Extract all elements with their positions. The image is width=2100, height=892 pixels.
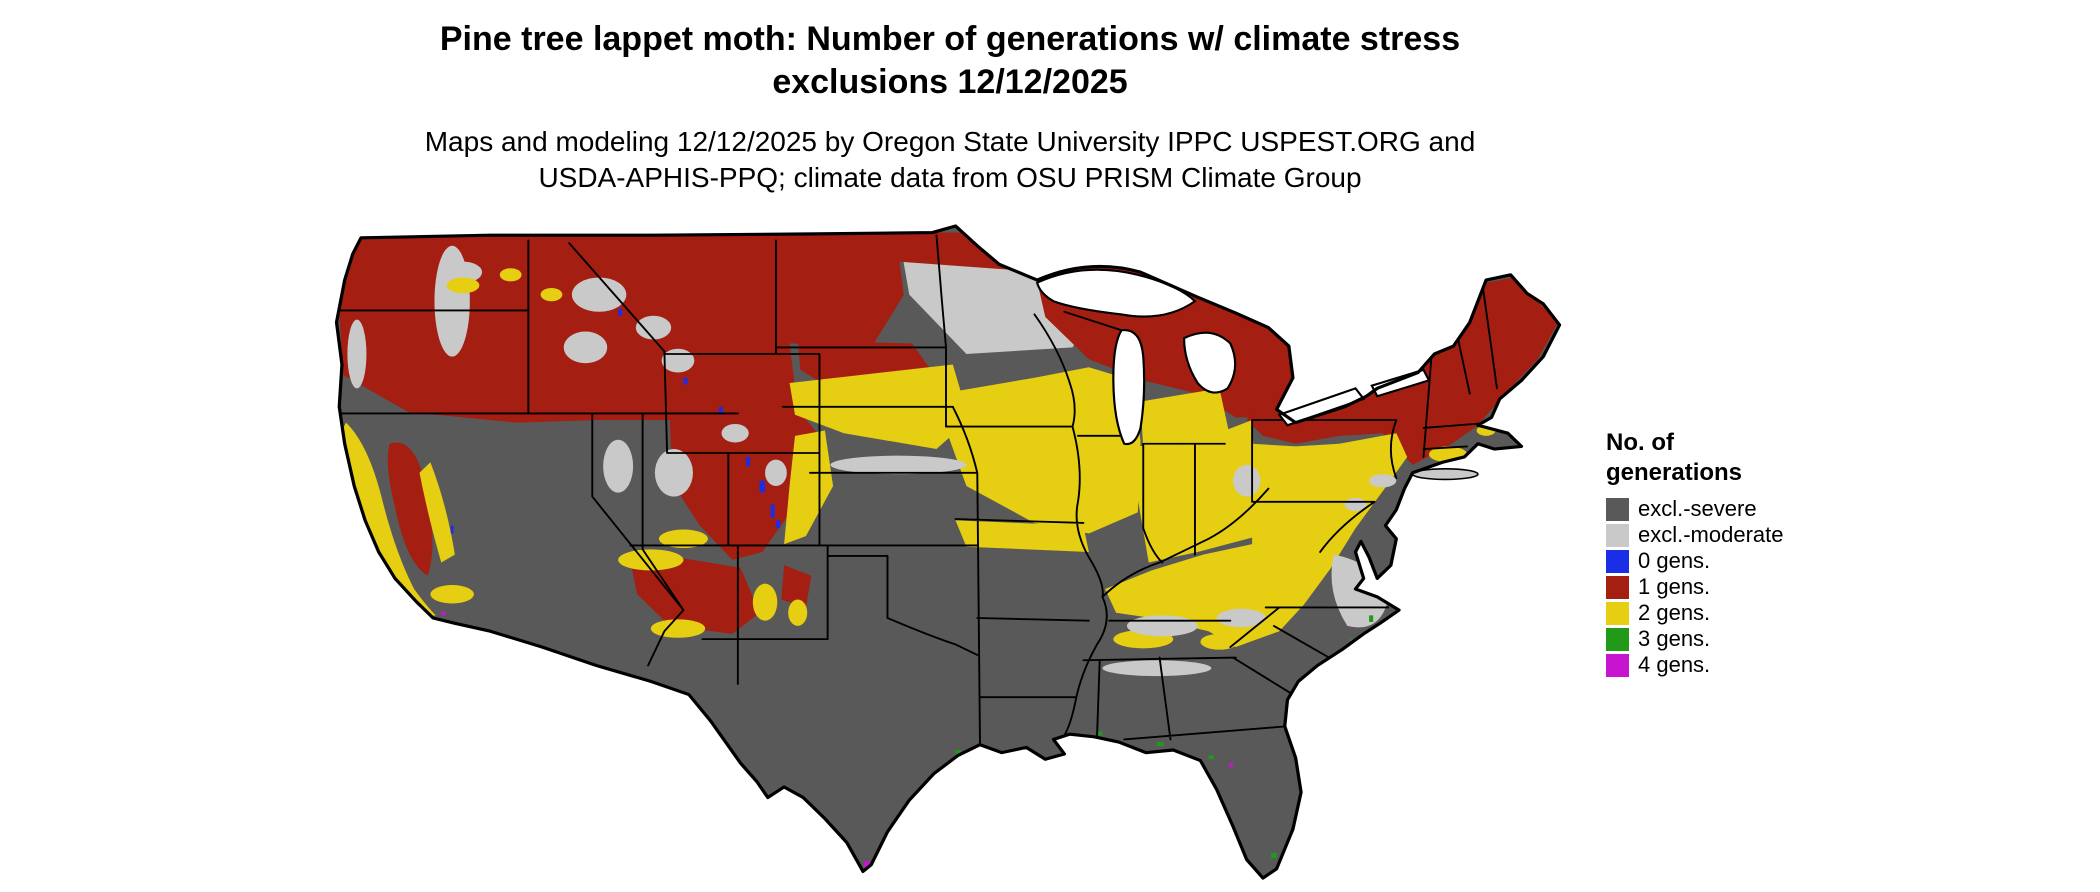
legend-row-0-gens: 0 gens.	[1606, 548, 1906, 574]
swatch-4-gens	[1606, 653, 1629, 677]
swatch-2-gens	[1606, 601, 1629, 625]
lake-superior	[1035, 268, 1197, 318]
lake-huron	[1182, 331, 1237, 394]
legend-label: 4 gens.	[1638, 652, 1711, 677]
swatch-0-gens	[1606, 549, 1629, 573]
legend-title: No. of generations	[1606, 428, 1906, 488]
page-subtitle-line1: Maps and modeling 12/12/2025 by Oregon S…	[424, 126, 1476, 157]
legend-title-line1: No. of	[1606, 429, 1674, 456]
legend-row-1-gens: 1 gens.	[1606, 574, 1906, 600]
great-lakes	[1035, 268, 1431, 446]
legend-label: 0 gens.	[1638, 548, 1711, 573]
legend-row-excl-severe: excl.-severe	[1606, 496, 1906, 522]
legend-label: excl.-severe	[1638, 496, 1757, 521]
us-choropleth-map	[327, 222, 1565, 882]
legend-row-2-gens: 2 gens.	[1606, 600, 1906, 626]
swatch-1-gens	[1606, 575, 1629, 599]
page-title: Pine tree lappet moth: Number of generat…	[0, 18, 1900, 104]
swatch-excl-severe	[1606, 497, 1629, 521]
legend-title-line2: generations	[1606, 459, 1743, 486]
legend-label: 1 gens.	[1638, 574, 1711, 599]
page-subtitle: Maps and modeling 12/12/2025 by Oregon S…	[0, 124, 1900, 196]
legend-label: excl.-moderate	[1638, 522, 1784, 547]
page-title-line1: Pine tree lappet moth: Number of generat…	[439, 20, 1461, 58]
layer-2-gens	[340, 268, 1496, 650]
us-map-svg	[334, 224, 1562, 880]
us-outline	[334, 224, 1562, 880]
swatch-excl-moderate	[1606, 523, 1629, 547]
page-subtitle-line2: USDA-APHIS-PPQ; climate data from OSU PR…	[538, 162, 1362, 193]
legend-label: 3 gens.	[1638, 626, 1711, 651]
legend-row-excl-moderate: excl.-moderate	[1606, 522, 1906, 548]
legend-row-4-gens: 4 gens.	[1606, 652, 1906, 678]
lake-ontario	[1370, 368, 1431, 398]
layer-0-gens	[450, 309, 781, 534]
legend-row-3-gens: 3 gens.	[1606, 626, 1906, 652]
page-title-line2: exclusions 12/12/2025	[772, 63, 1128, 101]
legend-label: 2 gens.	[1638, 600, 1711, 625]
state-borders	[336, 234, 1498, 746]
swatch-3-gens	[1606, 627, 1629, 651]
lake-michigan	[1112, 329, 1146, 446]
map-legend: No. of generations excl.-severe excl.-mo…	[1606, 428, 1906, 678]
